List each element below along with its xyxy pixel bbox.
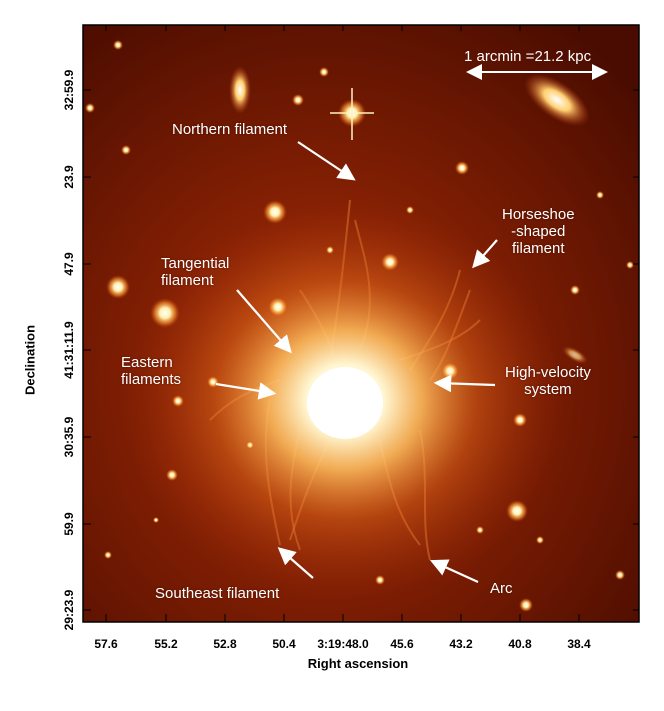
x-tick-label: 3:19:48.0 <box>317 637 369 651</box>
x-tick-label: 43.2 <box>449 637 473 651</box>
y-tick-label: 41:31:11.9 <box>62 321 76 379</box>
x-tick-label: 45.6 <box>390 637 414 651</box>
y-tick-label: 47.9 <box>62 252 76 276</box>
galaxy <box>229 66 251 114</box>
x-tick-label: 55.2 <box>154 637 178 651</box>
scale-bar-label: 1 arcmin =21.2 kpc <box>464 48 592 65</box>
galaxy <box>562 346 588 364</box>
central-galaxy-core <box>307 367 383 439</box>
annotation-arrows <box>215 141 498 584</box>
y-tick-label: 59.9 <box>62 512 76 536</box>
annotation-northern-filament: Northern filament <box>172 121 288 138</box>
y-tick-label: 29:23.9 <box>62 589 76 631</box>
x-tick-label: 52.8 <box>213 637 237 651</box>
annotation-eastern-filaments: Eastern filaments <box>121 354 182 388</box>
x-tick-label: 40.8 <box>508 637 532 651</box>
galaxy <box>524 73 590 127</box>
x-tick-label: 50.4 <box>272 637 296 651</box>
y-tick-label: 23.9 <box>62 165 76 189</box>
y-axis-title: Declination <box>22 324 38 396</box>
annotation-tangential-filament: Tangential filament <box>161 255 230 289</box>
annotation-horseshoe-filament: Horseshoe -shaped filament <box>502 206 575 257</box>
annotation-southeast-filament: Southeast filament <box>155 585 280 602</box>
x-axis-title: Right ascension <box>307 656 409 671</box>
y-tick-label: 30:35.9 <box>62 416 76 458</box>
y-tick-label: 32:59.9 <box>62 69 76 111</box>
plot-frame <box>82 24 640 623</box>
tick-marks <box>83 25 639 622</box>
x-tick-label: 38.4 <box>567 637 591 651</box>
annotation-high-velocity-system: High-velocity system <box>505 364 591 398</box>
annotation-arc: Arc <box>490 580 513 597</box>
x-tick-label: 57.6 <box>94 637 118 651</box>
